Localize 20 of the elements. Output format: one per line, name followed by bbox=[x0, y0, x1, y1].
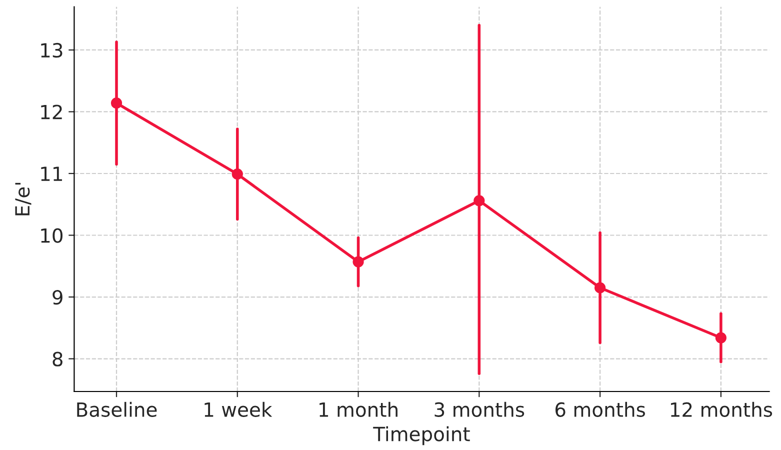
y-tick-label: 13 bbox=[41, 42, 62, 58]
x-axis-title: Timepoint bbox=[373, 426, 470, 446]
point bbox=[110, 98, 122, 109]
x-tick-label: Baseline bbox=[77, 402, 157, 417]
y-axis-title: E/e' bbox=[15, 182, 32, 216]
point bbox=[232, 168, 243, 180]
y-tick-label: 9 bbox=[52, 290, 62, 305]
x-tick-label: 1 month bbox=[320, 402, 398, 417]
y-tick-label: 11 bbox=[41, 166, 62, 181]
y-tick-label: 12 bbox=[41, 104, 62, 120]
x-tick-label: 1 week bbox=[204, 402, 272, 417]
y-tick-label: 10 bbox=[41, 228, 62, 243]
y-tick-label: 8 bbox=[52, 352, 62, 366]
x-tick-label: 6 months bbox=[556, 402, 645, 417]
point bbox=[715, 332, 726, 344]
x-tick-label: 3 months bbox=[434, 402, 524, 417]
x-tick-label: 12 months bbox=[670, 402, 772, 417]
point bbox=[594, 282, 606, 294]
point bbox=[352, 256, 364, 268]
point bbox=[474, 195, 485, 206]
